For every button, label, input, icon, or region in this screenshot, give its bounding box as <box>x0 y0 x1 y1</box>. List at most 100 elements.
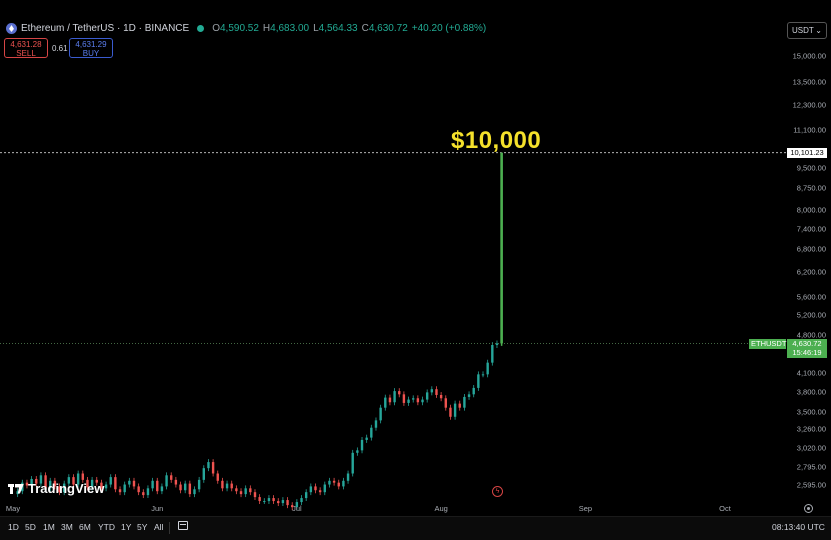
candle-body[interactable] <box>35 478 38 484</box>
candle-body[interactable] <box>90 479 94 488</box>
candle-body[interactable] <box>351 452 354 474</box>
candle-body[interactable] <box>402 394 406 403</box>
candle-body[interactable] <box>95 479 98 483</box>
range-5y-button[interactable]: 5Y <box>137 522 148 532</box>
calendar-icon[interactable] <box>178 521 188 530</box>
candle-body[interactable] <box>221 480 224 489</box>
candle-body[interactable] <box>421 399 424 403</box>
candle-body[interactable] <box>58 486 61 493</box>
candle-body[interactable] <box>39 475 43 484</box>
candle-body[interactable] <box>449 407 452 417</box>
candle-body[interactable] <box>425 392 429 400</box>
candle-body[interactable] <box>235 488 238 492</box>
candle-body[interactable] <box>188 483 192 495</box>
candle-body[interactable] <box>346 473 350 481</box>
candle-body[interactable] <box>467 394 471 397</box>
candle-body[interactable] <box>137 486 140 493</box>
candle-body[interactable] <box>100 482 103 489</box>
range-ytd-button[interactable]: YTD <box>98 522 115 532</box>
candle-body[interactable] <box>76 473 80 485</box>
candle-body[interactable] <box>267 498 271 502</box>
symbol-title[interactable]: Ethereum / TetherUS · 1D · BINANCE <box>21 23 190 34</box>
candle-body[interactable] <box>286 500 289 506</box>
candle-body[interactable] <box>444 398 447 408</box>
candle-body[interactable] <box>179 484 182 491</box>
sell-button[interactable]: 4,631.28 SELL <box>4 38 48 58</box>
candle-body[interactable] <box>151 480 154 489</box>
spike-candle-body[interactable] <box>500 152 503 344</box>
candle-body[interactable] <box>291 505 294 508</box>
candle-body[interactable] <box>300 498 303 503</box>
candle-body[interactable] <box>30 478 33 486</box>
candle-body[interactable] <box>323 484 326 493</box>
candle-body[interactable] <box>412 398 415 400</box>
candle-body[interactable] <box>53 480 57 487</box>
symbol-info[interactable]: Ethereum / TetherUS · 1D · BINANCE O 4,59… <box>6 23 490 34</box>
candle-body[interactable] <box>67 477 71 484</box>
candle-body[interactable] <box>128 480 131 485</box>
candle-body[interactable] <box>416 398 420 403</box>
candle-body[interactable] <box>81 473 85 480</box>
candle-body[interactable] <box>430 389 434 393</box>
candle-body[interactable] <box>365 437 368 440</box>
candle-body[interactable] <box>463 396 466 408</box>
candle-body[interactable] <box>491 345 494 363</box>
candle-body[interactable] <box>225 483 229 489</box>
candle-body[interactable] <box>253 492 257 498</box>
range-1y-button[interactable]: 1Y <box>121 522 132 532</box>
buy-button[interactable]: 4,631.29 BUY <box>69 38 113 58</box>
range-all-button[interactable]: All <box>154 522 164 532</box>
candle-body[interactable] <box>486 362 489 375</box>
candle-body[interactable] <box>230 483 233 489</box>
time-axis[interactable]: May Jun Jul Aug Sep Oct <box>0 500 786 515</box>
range-6m-button[interactable]: 6M <box>79 522 91 532</box>
candle-body[interactable] <box>174 479 178 485</box>
candle-body[interactable] <box>384 397 387 408</box>
candle-body[interactable] <box>109 477 112 485</box>
candle-body[interactable] <box>435 389 438 395</box>
candle-body[interactable] <box>142 492 145 496</box>
candle-body[interactable] <box>86 479 89 488</box>
candle-body[interactable] <box>16 491 19 495</box>
candle-body[interactable] <box>360 439 364 451</box>
range-1m-button[interactable]: 1M <box>43 522 55 532</box>
candle-body[interactable] <box>472 387 475 395</box>
candle-body[interactable] <box>239 491 243 495</box>
candle-body[interactable] <box>72 477 75 485</box>
candle-body[interactable] <box>342 480 345 487</box>
candle-body[interactable] <box>211 462 215 474</box>
candle-body[interactable] <box>356 450 359 453</box>
range-1d-button[interactable]: 1D <box>8 522 19 532</box>
candle-body[interactable] <box>477 374 480 388</box>
candle-body[interactable] <box>328 480 331 485</box>
candle-body[interactable] <box>123 484 126 493</box>
candle-body[interactable] <box>379 407 382 421</box>
candle-body[interactable] <box>44 475 47 489</box>
candle-body[interactable] <box>388 397 392 403</box>
candle-body[interactable] <box>272 498 275 502</box>
candle-body[interactable] <box>193 489 196 495</box>
candle-body[interactable] <box>202 468 205 480</box>
settings-icon[interactable] <box>804 504 813 513</box>
candle-body[interactable] <box>118 489 122 493</box>
candle-body[interactable] <box>309 486 313 493</box>
price-chart[interactable] <box>0 0 786 515</box>
candle-body[interactable] <box>49 480 52 489</box>
candle-body[interactable] <box>25 482 29 486</box>
candle-body[interactable] <box>183 483 187 491</box>
candle-body[interactable] <box>398 391 401 395</box>
candle-body[interactable] <box>304 492 308 499</box>
candle-body[interactable] <box>370 427 373 438</box>
candle-body[interactable] <box>453 403 457 417</box>
candle-body[interactable] <box>207 462 210 469</box>
candle-body[interactable] <box>263 501 266 503</box>
candle-body[interactable] <box>197 479 201 490</box>
candle-body[interactable] <box>407 399 410 403</box>
candle-body[interactable] <box>62 483 66 493</box>
candle-body[interactable] <box>114 477 117 490</box>
candle-body[interactable] <box>439 394 443 399</box>
candle-body[interactable] <box>277 501 280 504</box>
candle-body[interactable] <box>374 420 378 428</box>
candle-body[interactable] <box>332 480 336 483</box>
range-5d-button[interactable]: 5D <box>25 522 36 532</box>
